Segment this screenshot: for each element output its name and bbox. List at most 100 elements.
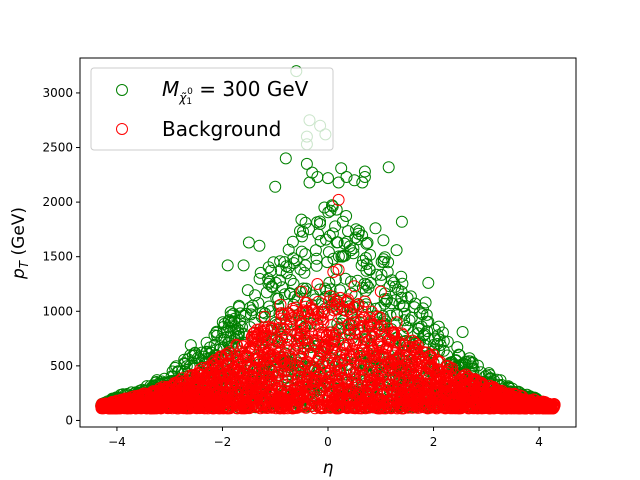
background-point <box>239 372 252 385</box>
signal-point <box>398 314 411 327</box>
background-point <box>176 376 189 389</box>
background-point <box>432 383 445 396</box>
background-point <box>319 376 332 389</box>
signal-point <box>342 225 354 238</box>
points-layer <box>95 65 561 415</box>
signal-point-outlier <box>300 157 313 170</box>
background-point <box>204 367 217 380</box>
background-point <box>190 385 203 398</box>
background-point <box>508 388 521 401</box>
signal-point-outlier <box>340 171 353 183</box>
background-point <box>303 371 316 384</box>
background-point <box>406 334 419 347</box>
background-point <box>318 340 331 353</box>
background-point <box>287 311 300 324</box>
signal-point-outlier <box>432 320 445 333</box>
signal-point <box>390 307 403 320</box>
signal-point <box>332 250 345 263</box>
signal-point <box>245 304 258 317</box>
background-point-outlier <box>332 193 345 206</box>
background-point <box>352 298 365 310</box>
background-point <box>332 355 345 368</box>
y-tick-label: 3000 <box>42 86 73 100</box>
background-point <box>367 395 380 408</box>
background-point <box>270 371 283 384</box>
background-point <box>335 383 348 396</box>
background-point <box>240 350 253 363</box>
background-point <box>151 399 164 412</box>
background-point <box>249 371 262 384</box>
background-point <box>284 352 297 365</box>
signal-point <box>359 284 372 297</box>
signal-point <box>252 297 265 309</box>
background-point <box>475 402 488 415</box>
signal-point <box>233 299 245 312</box>
signal-point-outlier <box>221 259 234 272</box>
background-point <box>265 322 278 335</box>
background-point <box>212 369 225 382</box>
background-point <box>222 357 235 370</box>
background-point <box>504 391 517 404</box>
background-point <box>261 336 274 349</box>
background-point <box>311 313 324 326</box>
background-point <box>191 368 204 380</box>
background-point <box>382 357 395 370</box>
signal-point <box>421 325 434 338</box>
signal-point <box>397 300 410 313</box>
signal-point <box>398 307 411 320</box>
background-point <box>325 326 338 339</box>
background-point <box>362 366 375 379</box>
signal-point <box>345 275 357 288</box>
background-point <box>493 386 506 399</box>
signal-point <box>395 270 408 283</box>
background-point <box>325 300 338 313</box>
signal-point <box>298 266 311 279</box>
background-point <box>404 363 417 376</box>
background-point <box>237 370 250 383</box>
background-point <box>545 399 558 412</box>
signal-point <box>287 277 300 290</box>
background-point <box>484 397 497 410</box>
background-point <box>200 378 213 391</box>
signal-point <box>382 256 395 269</box>
background-point <box>476 377 489 390</box>
signal-point <box>270 292 283 305</box>
background-point <box>260 376 273 389</box>
signal-point-outlier <box>358 165 371 178</box>
signal-point <box>262 277 275 290</box>
signal-point <box>322 246 335 259</box>
signal-point <box>284 274 297 286</box>
background-point <box>538 401 551 414</box>
background-point <box>323 308 335 321</box>
background-point <box>329 369 342 381</box>
background-point <box>292 337 305 350</box>
background-point <box>255 364 268 377</box>
background-point <box>382 334 395 347</box>
background-point <box>422 350 435 363</box>
signal-point <box>378 293 391 306</box>
background-point <box>306 394 319 407</box>
background-point <box>236 340 249 353</box>
x-tick-label: 4 <box>535 435 543 449</box>
signal-point-outlier <box>356 176 369 189</box>
background-point <box>173 378 186 391</box>
signal-point <box>297 225 309 238</box>
signal-point-outlier <box>390 244 403 257</box>
background-point <box>253 386 266 399</box>
signal-point <box>323 229 336 242</box>
signal-point <box>355 259 368 272</box>
signal-point <box>295 245 308 258</box>
background-point <box>287 304 300 317</box>
y-tick-label: 0 <box>65 413 73 427</box>
background-point <box>434 398 447 411</box>
background-point <box>428 401 441 414</box>
background-point <box>275 308 288 321</box>
signal-point <box>319 233 332 246</box>
background-point <box>280 331 293 344</box>
signal-point-outlier <box>456 326 469 338</box>
background-point <box>448 386 461 399</box>
background-point <box>337 337 349 350</box>
background-point <box>199 400 212 413</box>
background-point <box>374 402 387 415</box>
background-point <box>433 375 446 388</box>
